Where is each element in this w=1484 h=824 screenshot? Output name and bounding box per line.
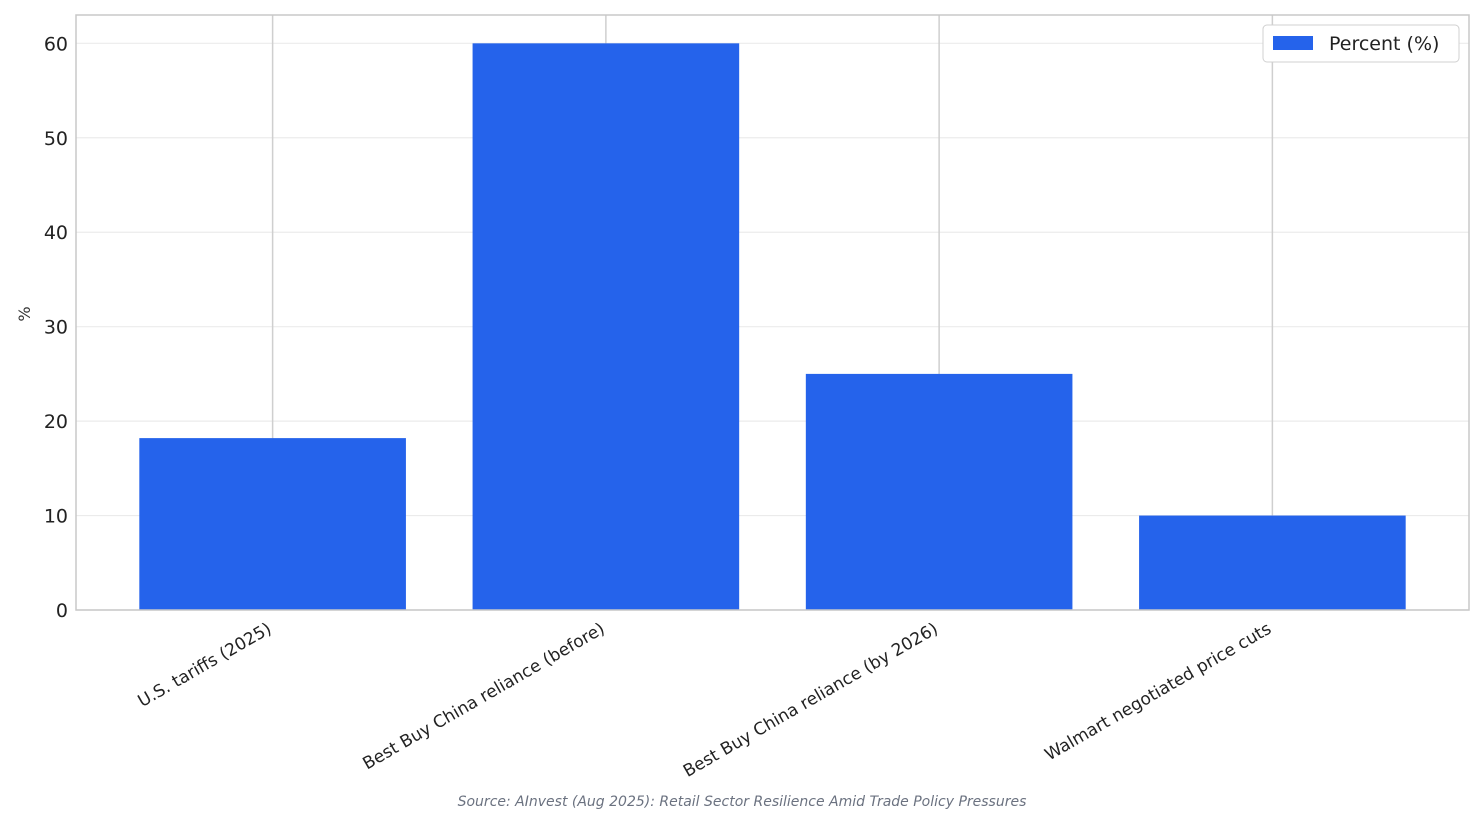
y-tick-label: 60 [44,33,68,55]
bar [805,373,1073,610]
bar [1139,515,1406,610]
x-tick-label: Best Buy China reliance (before) [360,619,609,774]
source: Source: AInvest (Aug 2025): Retail Secto… [458,794,1027,810]
bar [139,438,406,610]
x-tick-label: Walmart negotiated price cuts [1042,619,1275,765]
y-tick-label: 30 [44,317,68,339]
legend-label: Percent (%) [1329,33,1439,55]
y-axis-label: % [15,306,34,321]
legend-box [1262,24,1460,63]
plot-frame [75,14,1470,611]
bar [472,43,740,611]
y-tick-label: 50 [44,128,68,150]
y-tick-label: 0 [56,600,68,622]
legend: Percent (%) [1262,24,1460,63]
y-tick-label: 20 [44,411,68,433]
x-tick-label: U.S. tariffs (2025) [135,619,276,712]
y-tick-label: 40 [44,222,68,244]
x-tick-label: Best Buy China reliance (by 2026) [680,619,942,782]
legend-swatch [1273,36,1313,50]
y-tick-label: 10 [44,506,68,528]
